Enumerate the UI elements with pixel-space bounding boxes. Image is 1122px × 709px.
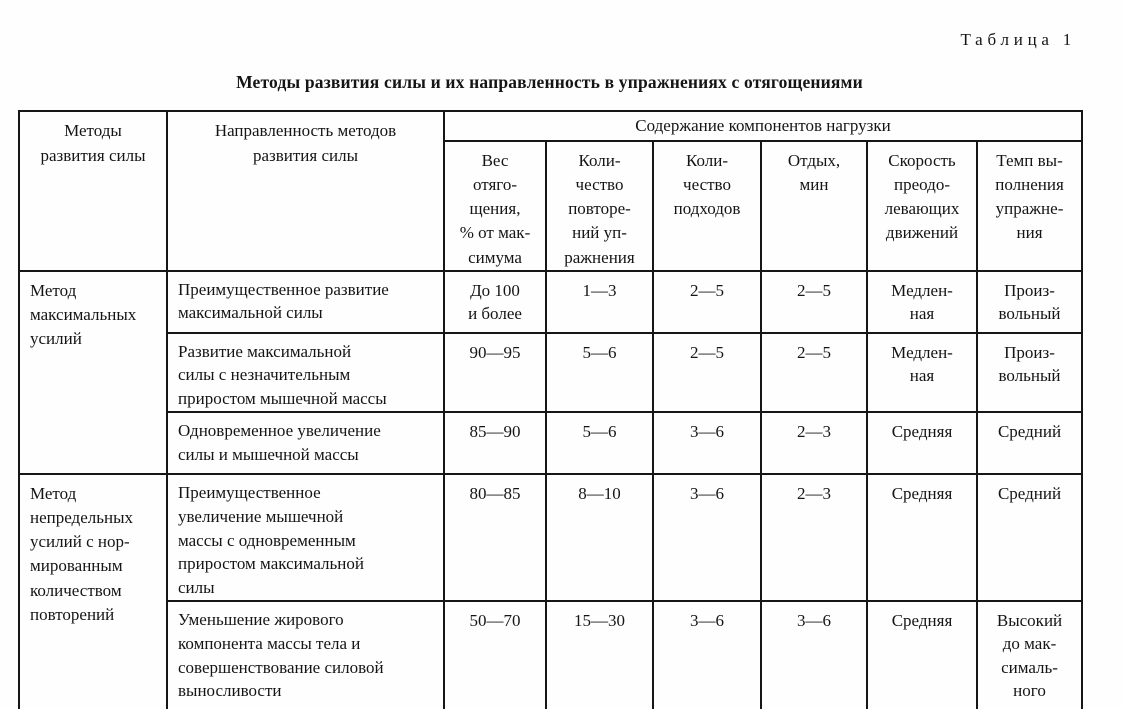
cell-rest: 3—6 xyxy=(760,600,868,709)
cell-method-group-1: Метод максимальных усилий xyxy=(18,269,168,476)
header-methods: Методы развития силы xyxy=(18,110,168,272)
page-title: Методы развития силы и их направленность… xyxy=(236,72,863,92)
cell-reps: 1—3 xyxy=(545,269,654,334)
cell-weight: 50—70 xyxy=(443,600,547,709)
cell-reps: 5—6 xyxy=(545,331,654,414)
cell-weight: До 100 и более xyxy=(443,269,547,334)
header-tempo: Темп вы- полнения упражне- ния xyxy=(975,140,1084,272)
table-row: Одновременное увеличение силы и мышечной… xyxy=(19,411,1084,476)
header-speed: Скорость преодо- левающих движений xyxy=(866,140,978,272)
cell-direction: Преимущественное увеличение мышечной мас… xyxy=(166,473,445,602)
table-row: Метод непредельных усилий с нор- мирован… xyxy=(18,473,1084,709)
cell-direction: Развитие максимальной силы с незначитель… xyxy=(166,331,445,414)
cell-sets: 2—5 xyxy=(652,331,762,414)
cell-speed: Медлен- ная xyxy=(866,269,978,334)
cell-sets: 3—6 xyxy=(652,411,762,476)
cell-tempo: Произ- вольный xyxy=(975,331,1084,414)
cell-tempo: Произ- вольный xyxy=(975,269,1084,334)
cell-reps: 5—6 xyxy=(545,411,654,476)
cell-weight: 85—90 xyxy=(443,411,547,476)
cell-rest: 2—3 xyxy=(760,473,868,602)
header-direction: Направленность методов развития силы xyxy=(166,110,445,272)
cell-rest: 2—3 xyxy=(760,411,868,476)
header-weight: Вес отяго- щения, % от мак- симума xyxy=(443,140,547,272)
table-row: Метод максимальных усилий Преимущественн… xyxy=(18,269,1084,476)
cell-sets: 3—6 xyxy=(652,600,762,709)
cell-reps: 15—30 xyxy=(545,600,654,709)
cell-speed: Средняя xyxy=(866,473,978,602)
cell-weight: 80—85 xyxy=(443,473,547,602)
cell-direction: Преимущественное развитие максимальной с… xyxy=(166,269,445,334)
cell-speed: Средняя xyxy=(866,411,978,476)
header-rest: Отдых, мин xyxy=(760,140,868,272)
cell-speed: Медлен- ная xyxy=(866,331,978,414)
cell-speed: Средняя xyxy=(866,600,978,709)
header-repetitions: Коли- чество повторе- ний уп- ражнения xyxy=(545,140,654,272)
header-sets: Коли- чество подходов xyxy=(652,140,762,272)
strength-methods-table: Методы развития силы Направленность мето… xyxy=(18,110,1084,709)
table-number-label: Таблица 1 xyxy=(960,30,1076,49)
cell-method-group-2: Метод непредельных усилий с нор- мирован… xyxy=(18,473,168,709)
table-row: Развитие максимальной силы с незначитель… xyxy=(19,331,1084,414)
cell-sets: 3—6 xyxy=(652,473,762,602)
cell-direction: Уменьшение жирового компонента массы тел… xyxy=(166,600,445,709)
cell-reps: 8—10 xyxy=(545,473,654,602)
cell-weight: 90—95 xyxy=(443,331,547,414)
cell-tempo: Средний xyxy=(975,411,1084,476)
cell-direction: Одновременное увеличение силы и мышечной… xyxy=(166,411,445,476)
cell-rest: 2—5 xyxy=(760,331,868,414)
cell-sets: 2—5 xyxy=(652,269,762,334)
table-row: Уменьшение жирового компонента массы тел… xyxy=(19,600,1084,709)
cell-tempo: Высокий до мак- сималь- ного xyxy=(975,600,1084,709)
cell-rest: 2—5 xyxy=(760,269,868,334)
header-load-components-group: Содержание компонентов нагрузки xyxy=(442,110,1084,142)
cell-tempo: Средний xyxy=(975,473,1084,602)
